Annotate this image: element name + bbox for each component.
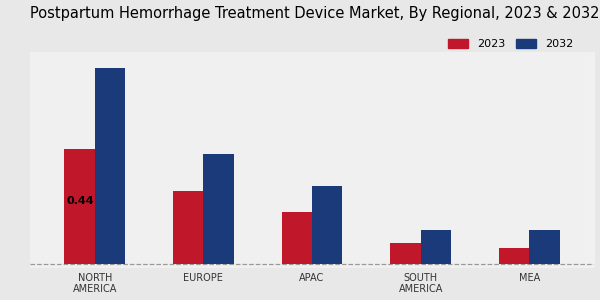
Bar bbox=[203, 154, 234, 264]
Text: 0.44: 0.44 bbox=[67, 196, 94, 206]
Bar bbox=[390, 243, 421, 264]
Text: Postpartum Hemorrhage Treatment Device Market, By Regional, 2023 & 2032: Postpartum Hemorrhage Treatment Device M… bbox=[29, 6, 599, 21]
Bar bbox=[95, 68, 125, 264]
Bar bbox=[312, 186, 343, 264]
Bar bbox=[64, 149, 95, 264]
Legend: 2023, 2032: 2023, 2032 bbox=[443, 34, 578, 54]
Bar bbox=[173, 191, 203, 264]
Bar bbox=[281, 212, 312, 264]
Bar bbox=[529, 230, 560, 264]
Bar bbox=[499, 248, 529, 264]
Bar bbox=[421, 230, 451, 264]
